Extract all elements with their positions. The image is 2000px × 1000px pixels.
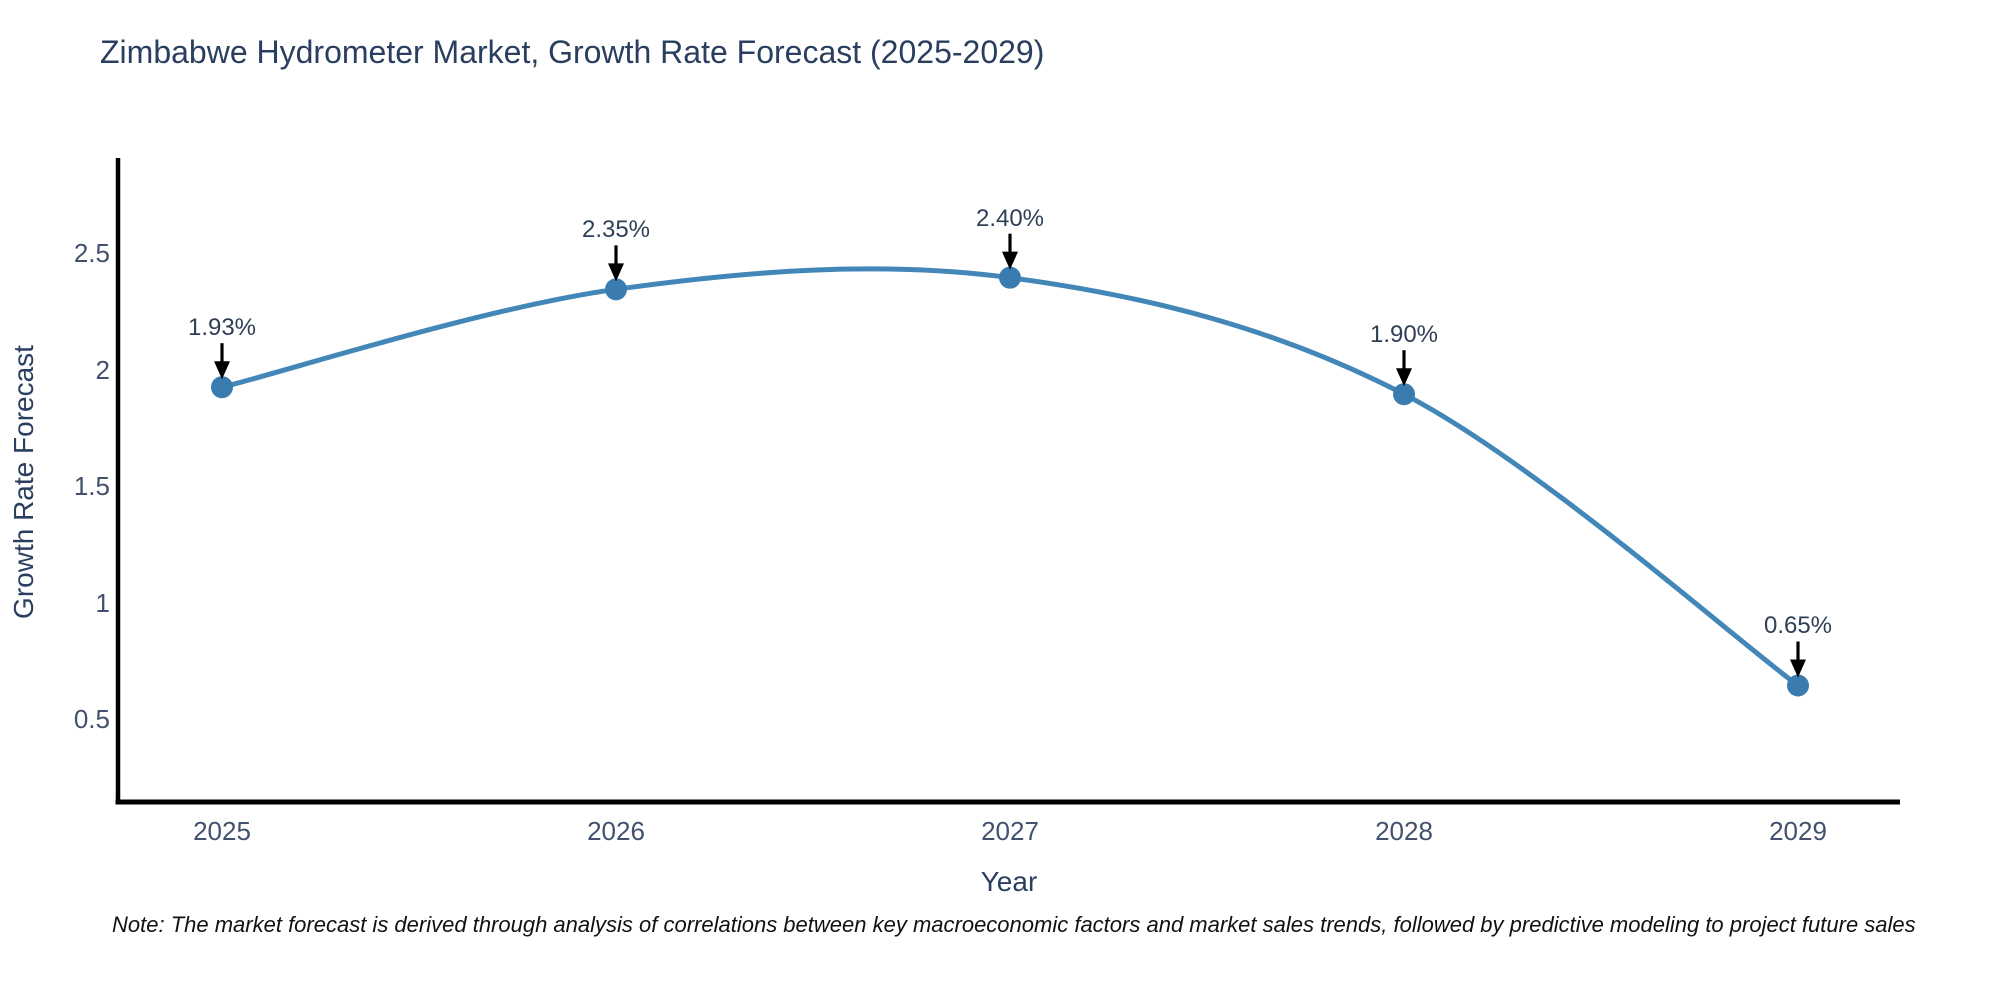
x-tick-label: 2029 (1769, 816, 1827, 846)
annotation-arrow-head (1396, 368, 1412, 387)
footnote-text: Note: The market forecast is derived thr… (112, 912, 1916, 937)
annotation-arrow-head (608, 263, 624, 282)
annotation-label: 1.90% (1369, 321, 1439, 349)
annotation-label: 2.35% (581, 216, 651, 244)
data-point-marker (211, 376, 233, 399)
y-tick-label: 2.5 (73, 238, 110, 269)
annotation-label: 1.93% (187, 314, 257, 342)
y-tick-label: 2 (95, 354, 110, 385)
data-point-marker (999, 266, 1021, 289)
y-tick-label: 1.5 (73, 471, 110, 502)
trend-line (221, 266, 1800, 688)
data-point-marker (605, 278, 627, 301)
x-tick-label: 2026 (587, 816, 645, 846)
data-point-marker (1787, 674, 1809, 697)
annotation-arrow-head (1790, 659, 1806, 678)
chart-title: Zimbabwe Hydrometer Market, Growth Rate … (100, 34, 1045, 70)
annotation-arrow-head (1002, 251, 1018, 270)
annotation-arrow-head (214, 361, 230, 380)
annotation-label: 2.40% (975, 204, 1045, 232)
x-tick-label: 2025 (193, 816, 251, 846)
y-tick-label: 0.5 (73, 704, 110, 735)
x-tick-label: 2028 (1375, 816, 1433, 846)
x-axis-title: Year (980, 866, 1038, 897)
annotation-label: 0.65% (1763, 612, 1833, 640)
y-tick-label: 1 (95, 587, 110, 618)
x-tick-label: 2027 (981, 816, 1039, 846)
data-point-marker (1393, 383, 1415, 406)
